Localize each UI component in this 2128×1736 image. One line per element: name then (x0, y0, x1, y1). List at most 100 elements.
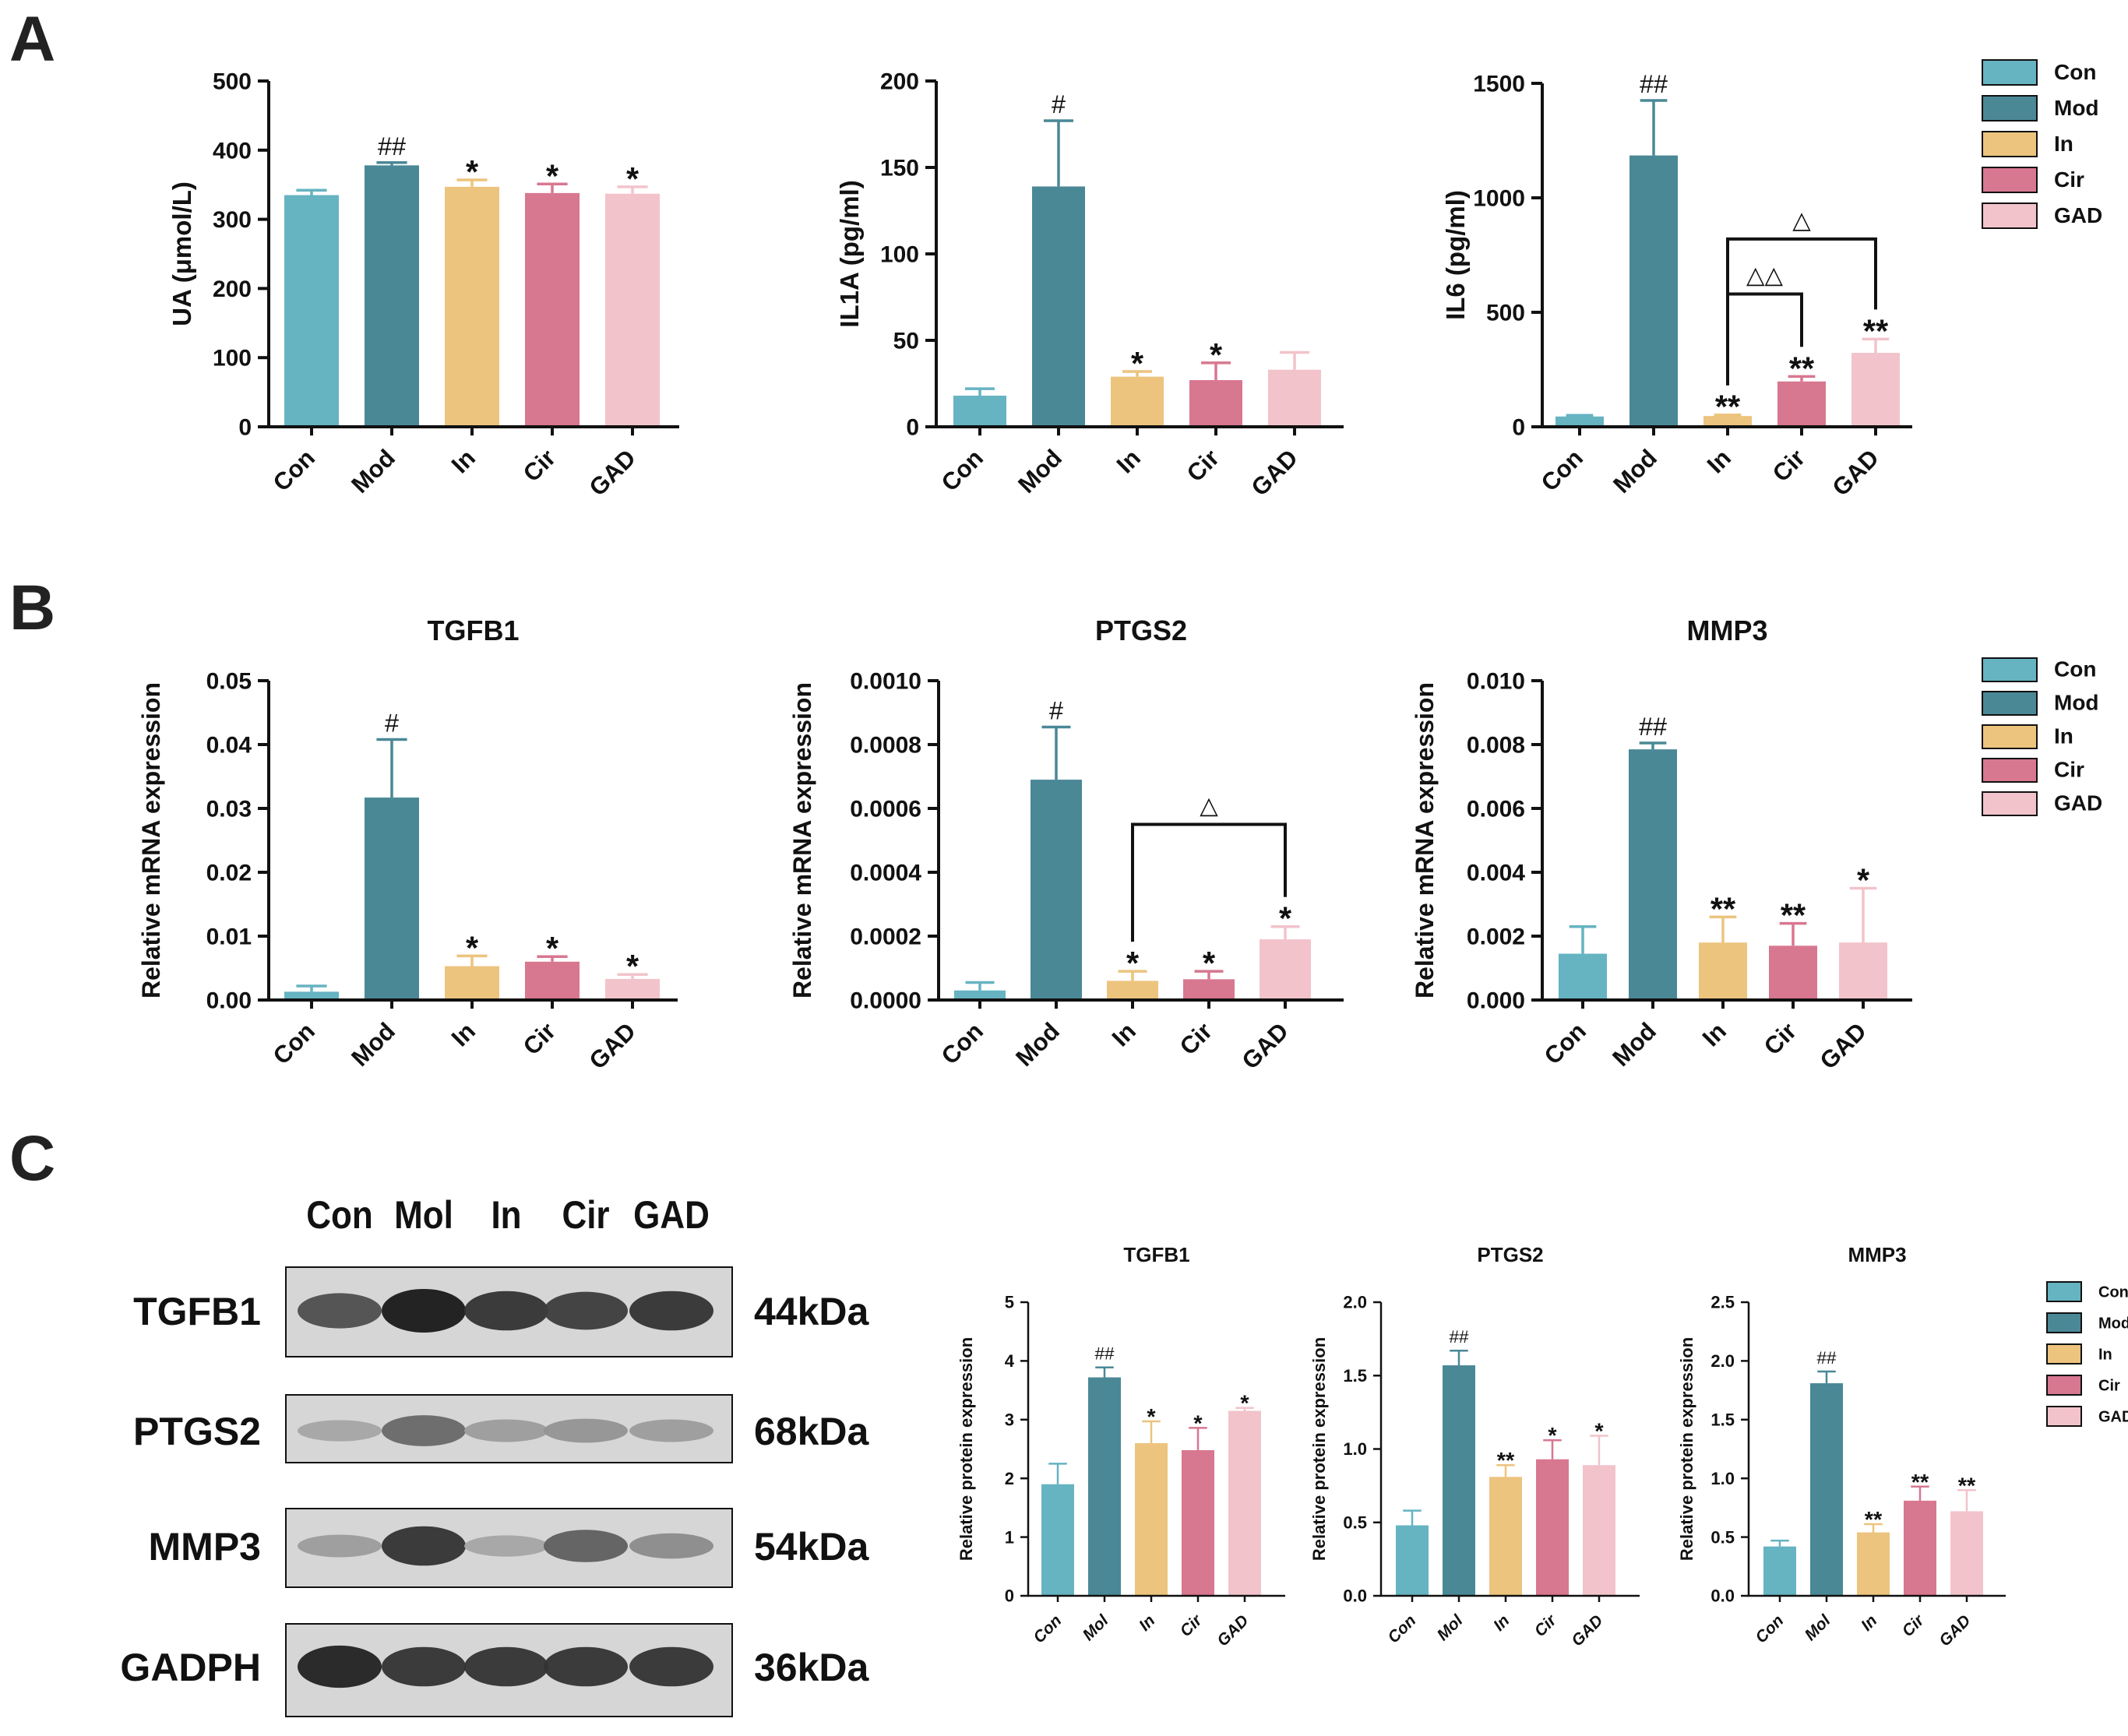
bar-cir (1904, 1500, 1936, 1596)
legend-swatch-gad (1982, 202, 2038, 229)
y-axis-label: UA (μmol/L) (167, 181, 196, 326)
legend-swatch-in (1982, 131, 2038, 157)
chart-protein-mmp3: MMP3 Con ## Mol ** In ** Cir ** GAD 0.0 0.5 1.0 1.5 2.… (1677, 1243, 2006, 1650)
bar-con (1041, 1484, 1074, 1596)
y-tick-label: 2.5 (1711, 1293, 1735, 1312)
bar-con (284, 991, 339, 1000)
significance-mark: * (1131, 346, 1144, 382)
chart-title: PTGS2 (1477, 1243, 1543, 1266)
category-label: Con (1752, 1611, 1787, 1646)
error-bar (1118, 970, 1147, 981)
category-label: GAD (1214, 1611, 1252, 1650)
legend-swatch-mod (1982, 95, 2038, 121)
category-label: Cir (1767, 444, 1810, 487)
legend-label: GAD (2054, 203, 2102, 227)
error-bar (965, 981, 995, 991)
category-label: Con (1030, 1611, 1065, 1646)
y-tick-label: 0.5 (1711, 1527, 1735, 1547)
category-label: Mol (1802, 1611, 1835, 1644)
bar-cir (525, 192, 580, 427)
bar-in (1699, 942, 1747, 1000)
chart-protein-tgfb1: TGFB1 Con ## Mol * In * Cir * GAD 0 1 2 3 4 5 Relative p… (957, 1243, 1285, 1650)
category-label: GAD (583, 444, 640, 501)
lane-label: GAD (633, 1192, 710, 1236)
y-tick-label: 300 (213, 207, 252, 233)
significance-mark: * (1548, 1424, 1557, 1449)
category-label: In (1112, 444, 1146, 478)
bar-in (1111, 376, 1164, 427)
error-bar (1640, 99, 1668, 156)
bar-gad (1260, 939, 1311, 1000)
category-label: GAD (1814, 1017, 1871, 1074)
blot-band (544, 1530, 628, 1562)
y-tick-label: 0.0 (1711, 1586, 1735, 1606)
bar-mod (1031, 780, 1082, 1000)
blot-size-label: 44kDa (754, 1290, 870, 1333)
error-bar (1590, 1435, 1608, 1466)
lane-label: Con (306, 1192, 373, 1236)
error-bar (1450, 1349, 1468, 1366)
error-bar (1122, 370, 1153, 377)
y-tick-label: 0.0004 (850, 861, 921, 886)
bar-gad (1851, 353, 1900, 427)
error-bar (1864, 1523, 1883, 1533)
lane-label: In (491, 1192, 521, 1236)
error-bar (1043, 119, 1074, 187)
bracket-label: △△ (1746, 262, 1784, 288)
bracket-label: △ (1200, 793, 1218, 819)
bar-in (1857, 1532, 1890, 1596)
legend-swatch-mod (2046, 1312, 2082, 1333)
y-tick-label: 1 (1005, 1527, 1014, 1547)
category-label: Con (1536, 444, 1588, 496)
blot-band (464, 1535, 548, 1557)
significance-mark: * (1203, 945, 1216, 981)
significance-mark: ## (1094, 1344, 1115, 1364)
error-bar (1957, 1489, 1976, 1512)
error-bar (1770, 1539, 1789, 1547)
error-bar (1142, 1420, 1161, 1443)
chart-mrna-mmp3: MMP3 Con ## Mod ** In ** Cir * GAD 0.000 0.002 0.004… (1411, 614, 1912, 1075)
blot-band (382, 1526, 466, 1566)
error-bar (376, 161, 407, 166)
comparison-bracket (1131, 822, 1287, 942)
legend-swatch-gad (2046, 1406, 2082, 1427)
bar-in (1135, 1442, 1168, 1596)
blot-protein-label: PTGS2 (133, 1410, 261, 1453)
bar-mod (1629, 155, 1678, 428)
error-bar (1041, 725, 1071, 780)
significance-mark: # (385, 709, 399, 737)
y-tick-label: 3 (1005, 1410, 1014, 1430)
y-tick-label: 100 (880, 242, 919, 268)
y-tick-label: 0 (1512, 415, 1525, 441)
y-tick-label: 0.5 (1343, 1512, 1367, 1532)
error-bar (1279, 350, 1310, 370)
error-bar (1714, 413, 1742, 417)
significance-mark: * (1857, 863, 1870, 899)
legend-swatch-cir (1982, 758, 2038, 783)
panel-label-b: B (9, 572, 55, 643)
y-axis-label: Relative mRNA expression (1411, 682, 1439, 998)
bar-in (1107, 981, 1158, 1000)
bar-in (1703, 416, 1752, 427)
y-tick-label: 2 (1005, 1469, 1014, 1488)
bar-in (1489, 1477, 1522, 1596)
category-label: In (1136, 1611, 1158, 1634)
significance-mark: * (1126, 945, 1140, 981)
blot-band (464, 1419, 548, 1442)
error-bar (1200, 361, 1231, 381)
chart-mrna-tgfb1: TGFB1 Con # Mod * In * Cir * GAD 0.00 0.01 0.02 0.03 0… (137, 614, 678, 1075)
bar-cir (525, 961, 580, 1000)
y-tick-label: 0.03 (206, 797, 252, 822)
category-label: GAD (1236, 1017, 1293, 1074)
bar-cir (1777, 381, 1826, 427)
error-bar (456, 178, 488, 187)
y-axis-label: Relative mRNA expression (788, 682, 816, 998)
error-bar (1403, 1509, 1422, 1526)
significance-mark: * (1147, 1405, 1156, 1430)
error-bar (1569, 924, 1597, 954)
y-tick-label: 1.0 (1711, 1469, 1735, 1488)
comparison-bracket (1726, 292, 1803, 386)
category-label: Cir (518, 444, 561, 487)
category-label: In (1107, 1017, 1141, 1051)
